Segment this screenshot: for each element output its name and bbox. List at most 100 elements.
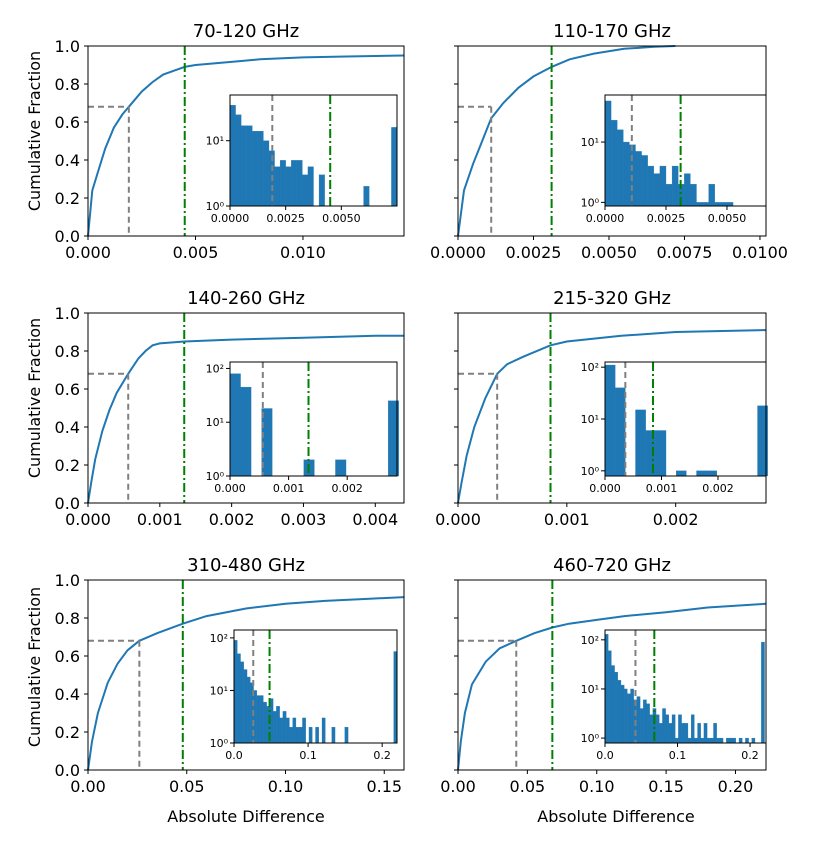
inset-x-tick-label: 0.0000	[586, 212, 625, 225]
panel-frame	[87, 312, 405, 504]
y-tick-label: 0.4	[55, 418, 80, 437]
inset-y-tick-label: 10⁰	[206, 470, 225, 483]
inset-y-tick-label: 10¹	[581, 683, 599, 696]
histogram-bar	[279, 717, 284, 744]
histogram-bar	[662, 708, 666, 744]
histogram-bar	[615, 387, 626, 477]
histogram-bar	[630, 688, 634, 744]
inset-x-tick-label: 0.000	[589, 482, 621, 495]
inset-x-tick-label: 0.1	[299, 749, 317, 762]
histogram-bar	[675, 737, 679, 744]
histogram-bar	[643, 699, 647, 744]
inset-x-tick-label: 0.002	[331, 482, 363, 495]
histogram-bar	[285, 166, 292, 207]
histogram-bar	[649, 714, 654, 744]
histogram-bar	[363, 186, 370, 207]
histogram-bar	[696, 202, 703, 207]
panel-title: 310-480 GHz	[187, 555, 305, 576]
histogram-bar	[687, 737, 692, 744]
histogram-bar	[665, 714, 669, 744]
x-tick-label: 0.003	[281, 510, 327, 529]
histogram-bar	[694, 737, 698, 744]
cdf-line	[457, 45, 676, 237]
histogram-bar	[604, 100, 612, 207]
panel-2: 110-170 GHz 0.0000 0.0025 0.0050 0.0075 0.010…	[430, 21, 788, 262]
x-tick-label: 0.20	[718, 777, 754, 796]
histogram-bar	[653, 173, 661, 207]
inset-y-tick-label: 10²	[206, 362, 224, 375]
inset-x-tick-label: 0.0	[225, 749, 243, 762]
histogram-bar	[751, 737, 756, 744]
x-tick-label: 0.001	[137, 510, 183, 529]
histogram-bar	[665, 184, 673, 207]
histogram-bar	[296, 160, 303, 207]
histogram-bar	[703, 723, 708, 744]
histogram-bar	[623, 141, 630, 207]
histogram-bar	[702, 202, 709, 207]
panel-title: 140-260 GHz	[187, 288, 305, 309]
histogram-bar	[706, 737, 711, 744]
histogram-bar	[604, 364, 616, 477]
panel-1: 70-120 GHz 0.0 0.2 0.4 0.6 0.8 1.0 0.000 0.005 0.…	[55, 21, 405, 262]
histogram-bar	[617, 129, 624, 207]
histogram-bar	[257, 131, 264, 207]
histogram-bar	[697, 723, 701, 744]
histogram-bar	[235, 114, 242, 207]
inset-y-tick-label: 10²	[210, 632, 228, 645]
y-axis-label-row3: Cumulative Fraction	[25, 587, 44, 747]
histogram-bar	[646, 703, 650, 744]
histogram-bar	[307, 166, 314, 207]
histogram-bar	[608, 650, 612, 744]
panel-5: 310-480 GHz 0.0 0.2 0.4 0.6 0.8 1.0 0.00 0.05 0.1…	[55, 555, 405, 796]
inset-histogram: 10⁰ 10¹ 10² 0.000 0.001 0.002	[581, 361, 768, 495]
inset-frame	[604, 94, 767, 207]
histogram-bar	[635, 151, 642, 207]
inset-x-tick-label: 0.0000	[211, 212, 250, 225]
panel-title: 110-170 GHz	[553, 21, 671, 42]
x-tick-label: 0.000	[65, 243, 111, 262]
histogram-bar	[272, 711, 277, 744]
cdf-line	[87, 596, 405, 771]
histogram-bar	[720, 202, 728, 207]
y-tick-label: 0.2	[55, 189, 80, 208]
inset-y-tick-label: 10¹	[210, 684, 228, 697]
y-tick-label: 0.2	[55, 456, 80, 475]
histogram-bar	[263, 701, 267, 744]
x-tick-label: 0.00	[70, 777, 106, 796]
inset-histogram: 10⁰ 10¹ 0.0000 0.0025 0.0050	[206, 94, 398, 225]
x-tick-label: 0.05	[510, 777, 546, 796]
histogram-bar	[344, 727, 349, 744]
cdf-line	[87, 54, 405, 237]
inset-frame	[233, 629, 398, 744]
y-tick-label: 0.8	[55, 609, 80, 628]
inset-x-tick-label: 0.002	[702, 482, 734, 495]
x-tick-label: 0.0050	[581, 243, 637, 262]
histogram-bar	[729, 737, 733, 744]
panel-4: 215-320 GHz 0.000 0.001 0.002 10⁰ 10¹ 10² 0.000…	[435, 288, 768, 529]
histogram-bar	[246, 125, 253, 207]
cdf-line	[457, 329, 767, 504]
histogram-bar	[732, 737, 736, 744]
y-tick-label: 0.4	[55, 685, 80, 704]
inset-histogram: 10⁰ 10¹ 10² 0.0 0.1 0.2	[581, 629, 767, 762]
histogram-bar	[321, 717, 326, 744]
cdf-line	[87, 334, 404, 504]
histogram-bar	[276, 706, 280, 744]
x-tick-label: 0.05	[169, 777, 205, 796]
y-tick-label: 0.0	[55, 761, 80, 780]
histogram-bar	[614, 671, 618, 744]
panel-frame	[87, 45, 405, 237]
x-tick-label: 0.004	[352, 510, 398, 529]
x-tick-label: 0.001	[544, 510, 590, 529]
inset-x-tick-label: 0.0050	[708, 212, 747, 225]
histogram-bar	[713, 723, 717, 744]
histogram-bar	[714, 202, 722, 207]
histogram-bar	[738, 737, 743, 744]
histogram-bar	[726, 202, 734, 207]
histogram-bar	[690, 184, 697, 207]
histogram-bar	[684, 723, 689, 744]
inset-y-tick-label: 10⁰	[581, 732, 600, 745]
histogram-bar	[659, 723, 663, 744]
histogram-bar	[246, 676, 251, 744]
inset-x-tick-label: 0.1	[669, 749, 687, 762]
